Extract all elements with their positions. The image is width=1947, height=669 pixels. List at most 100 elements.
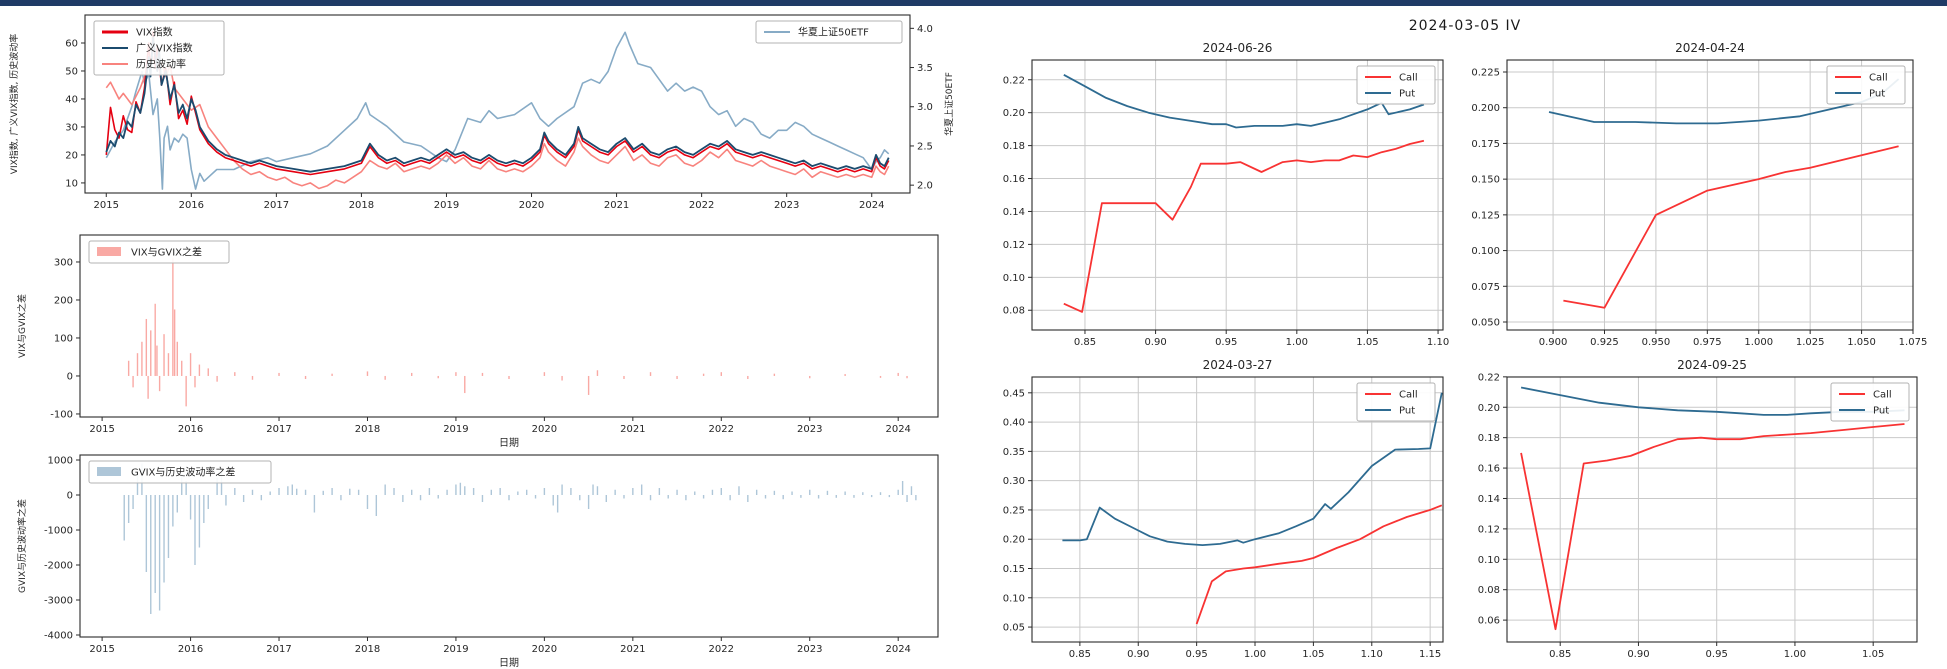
legend-label: Call: [1869, 73, 1888, 84]
x-tick-label: 2015: [89, 424, 114, 435]
x-tick-label: 2021: [604, 200, 629, 211]
series-Call: [1520, 423, 1905, 631]
y-tick-label: 1000: [48, 456, 73, 467]
y-tick-label: 0.200: [1471, 103, 1500, 114]
y-tick-label: 0.12: [1478, 524, 1500, 535]
x-axis: 0.900 0.925 0.950 0.975 1.000 1.025 1.050 1.075: [1539, 330, 1927, 348]
x-axis: 2015 2016 2017 2018 2019 2020 2021 2022 2023 2024: [89, 417, 911, 435]
y-tick-label: 0: [67, 491, 73, 502]
legend-label: GVIX与历史波动率之差: [131, 466, 235, 479]
legend-label: 华夏上证50ETF: [798, 26, 869, 39]
y-right-axis-title: 华夏上证50ETF: [943, 72, 955, 136]
y-tick-label: 0.16: [1003, 174, 1025, 185]
y-axis-left: 0.050 0.075 0.100 0.125 0.150 0.175 0.200 0.225: [1471, 68, 1507, 329]
x-tick-label: 2022: [709, 424, 734, 435]
x-axis: 0.85 0.90 0.95 1.00 1.05 1.10: [1074, 330, 1449, 348]
x-tick-label: 2018: [355, 644, 380, 655]
x-tick-label: 2015: [89, 644, 114, 655]
legend: Call Put: [1356, 382, 1436, 422]
top-banner: [0, 0, 1947, 6]
x-axis-title: 日期: [499, 437, 519, 449]
y-tick-label: 0.05: [1003, 623, 1025, 634]
bar-series: [123, 463, 917, 615]
x-tick-label: 0.90: [1127, 649, 1149, 660]
x-tick-label: 1.025: [1796, 337, 1825, 348]
series-Call: [1063, 139, 1425, 313]
y-right-tick-label: 2.0: [917, 181, 933, 192]
x-tick-label: 1.10: [1427, 337, 1449, 348]
y-axis-left: -100 0 100 200 300: [50, 257, 80, 420]
legend-label: Put: [1399, 89, 1415, 100]
y-axis-left: 0.06 0.08 0.10 0.12 0.14 0.16 0.18 0.20 0.22: [1478, 372, 1507, 627]
y-axis-title: VIX与GVIX之差: [16, 294, 28, 358]
series-华夏上证50ETF: [105, 31, 890, 190]
y-tick-label: 0.18: [1003, 141, 1025, 152]
x-tick-label: 2018: [349, 200, 374, 211]
x-tick-label: 2024: [859, 200, 884, 211]
chart-title: 2024-09-25: [1677, 358, 1747, 372]
x-tick-label: 1.00: [1244, 649, 1266, 660]
y-tick-label: -100: [50, 409, 73, 420]
legend-label: 广义VIX指数: [136, 42, 193, 55]
x-tick-label: 0.950: [1642, 337, 1671, 348]
x-tick-label: 0.90: [1627, 649, 1649, 660]
x-tick-label: 2022: [709, 644, 734, 655]
legend-label: Call: [1873, 390, 1892, 401]
y-tick-label: 30: [65, 122, 78, 133]
y-tick-label: 0.20: [1003, 535, 1025, 546]
legend: Call Put: [1830, 382, 1910, 422]
legend-label: VIX指数: [136, 26, 173, 39]
x-tick-label: 2017: [266, 644, 291, 655]
chart-iv-2024-09-25: 0.85 0.90 0.95 1.00 1.05 0.06 0.08 0.10 0.12 0.14…: [1478, 358, 1918, 660]
x-tick-label: 0.900: [1539, 337, 1568, 348]
x-tick-label: 2016: [179, 200, 204, 211]
x-tick-label: 2023: [797, 424, 822, 435]
y-tick-label: 10: [65, 178, 78, 189]
legend: Call Put: [1826, 65, 1906, 105]
x-tick-label: 2015: [94, 200, 119, 211]
x-tick-label: 1.15: [1419, 649, 1441, 660]
x-tick-label: 0.95: [1215, 337, 1237, 348]
y-tick-label: 0.12: [1003, 240, 1025, 251]
chart-vix-gvix-diff: 2015 2016 2017 2018 2019 2020 2021 2022 2023 2024…: [16, 234, 939, 449]
legend: 华夏上证50ETF: [755, 20, 903, 44]
y-tick-label: 0.050: [1471, 318, 1500, 329]
y-tick-label: 0.225: [1471, 68, 1500, 79]
x-tick-label: 1.050: [1847, 337, 1876, 348]
x-tick-label: 1.05: [1356, 337, 1378, 348]
y-right-tick-label: 2.5: [917, 141, 933, 152]
y-tick-label: 0.14: [1478, 494, 1500, 505]
x-tick-label: 0.90: [1144, 337, 1166, 348]
gridlines: [1032, 377, 1443, 642]
y-tick-label: 0.20: [1003, 108, 1025, 119]
x-tick-label: 2022: [689, 200, 714, 211]
chart-gvix-hv-diff: 2015 2016 2017 2018 2019 2020 2021 2022 2023 2024…: [16, 454, 939, 669]
y-tick-label: 0.22: [1478, 372, 1500, 383]
y-tick-label: 0.125: [1471, 210, 1500, 221]
legend-label: Call: [1399, 73, 1418, 84]
y-axis-left: 10 20 30 40 50 60: [65, 38, 85, 189]
chart-iv-2024-03-27: 0.85 0.90 0.95 1.00 1.05 1.10 1.15 0.05 0.10 0.15…: [1003, 358, 1444, 660]
y-tick-label: 40: [65, 94, 78, 105]
y-tick-label: 0.18: [1478, 433, 1500, 444]
y-right-tick-label: 3.5: [917, 63, 933, 74]
series-广义VIX指数: [105, 36, 890, 173]
x-axis: 0.85 0.90 0.95 1.00 1.05: [1549, 642, 1884, 660]
y-tick-label: 0.14: [1003, 207, 1025, 218]
y-tick-label: 0.40: [1003, 418, 1025, 429]
y-tick-label: 20: [65, 150, 78, 161]
x-tick-label: 2020: [519, 200, 544, 211]
y-tick-label: 0.16: [1478, 464, 1500, 475]
chart-vix-timeseries: 2015 2016 2017 2018 2019 2020 2021 2022 2023 2024…: [8, 14, 955, 211]
legend: GVIX与历史波动率之差: [88, 460, 272, 484]
x-tick-label: 2017: [266, 424, 291, 435]
x-tick-label: 2024: [885, 644, 910, 655]
chart-title: 2024-06-26: [1203, 41, 1273, 55]
x-tick-label: 1.05: [1862, 649, 1884, 660]
y-tick-label: 0.08: [1003, 306, 1025, 317]
x-tick-label: 1.05: [1302, 649, 1324, 660]
x-tick-label: 0.85: [1074, 337, 1096, 348]
x-axis: 2015 2016 2017 2018 2019 2020 2021 2022 2023 2024: [94, 193, 884, 211]
x-tick-label: 2016: [178, 644, 203, 655]
